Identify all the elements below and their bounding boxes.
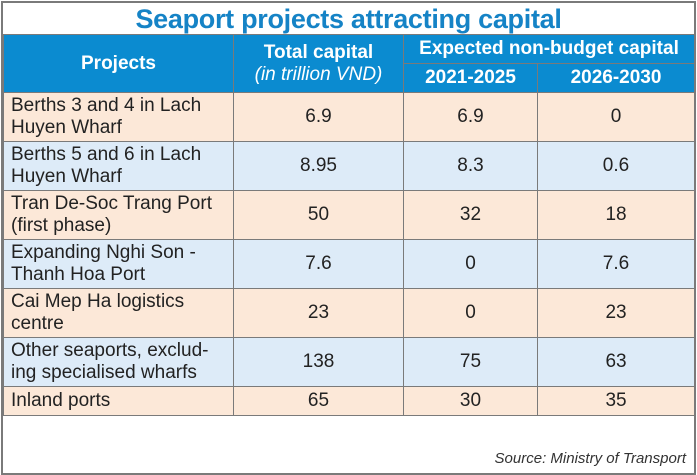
header-total-unit: (in trillion VND)	[254, 63, 383, 85]
capital-2026-2030-cell: 0	[536, 92, 696, 142]
total-capital-cell: 65	[233, 386, 404, 416]
total-capital-cell: 50	[233, 190, 404, 240]
header-non-budget: Expected non-budget capital	[402, 34, 696, 64]
capital-2026-2030-cell: 0.6	[536, 141, 696, 191]
table-row: Tran De-Soc Trang Port (first phase) 50 32…	[3, 190, 696, 240]
table-row: Berths 3 and 4 in Lach Huyen Wharf 6.9 6.9…	[3, 92, 696, 142]
project-name: Berths 3 and 4 in Lach Huyen Wharf	[3, 92, 234, 142]
total-capital-cell: 7.6	[233, 239, 404, 289]
capital-2026-2030-cell: 18	[536, 190, 696, 240]
capital-2021-2025-cell: 0	[403, 288, 538, 338]
capital-2026-2030-cell: 7.6	[536, 239, 696, 289]
capital-2021-2025-cell: 0	[403, 239, 538, 289]
project-name: Expanding Nghi Son - Thanh Hoa Port	[3, 239, 234, 289]
table-row: Cai Mep Ha logistics centre 23 0 23	[3, 288, 696, 338]
header-total-label: Total capital	[263, 41, 374, 63]
project-name: Inland ports	[3, 386, 234, 416]
header-2026-2030: 2026-2030	[536, 63, 696, 93]
header-total-capital: Total capital (in trillion VND)	[233, 34, 404, 93]
capital-2021-2025-cell: 32	[403, 190, 538, 240]
capital-2021-2025-cell: 8.3	[403, 141, 538, 191]
table-row: Berths 5 and 6 in Lach Huyen Wharf 8.95 8.…	[3, 141, 696, 191]
project-name: Cai Mep Ha logistics centre	[3, 288, 234, 338]
capital-2021-2025-cell: 75	[403, 337, 538, 387]
capital-2026-2030-cell: 35	[536, 386, 696, 416]
project-name: Tran De-Soc Trang Port (first phase)	[3, 190, 234, 240]
capital-2026-2030-cell: 23	[536, 288, 696, 338]
table-row: Other seaports, exclud-ing specialised w…	[3, 337, 696, 387]
project-name: Other seaports, exclud-ing specialised w…	[3, 337, 234, 387]
chart-title: Seaport projects attracting capital	[135, 4, 562, 34]
table-row: Expanding Nghi Son - Thanh Hoa Port 7.6 0 7…	[3, 239, 696, 289]
total-capital-cell: 8.95	[233, 141, 404, 191]
capital-2021-2025-cell: 6.9	[403, 92, 538, 142]
project-name: Berths 5 and 6 in Lach Huyen Wharf	[3, 141, 234, 191]
total-capital-cell: 23	[233, 288, 404, 338]
source-note: Source: Ministry of Transport	[494, 450, 686, 467]
capital-2021-2025-cell: 30	[403, 386, 538, 416]
total-capital-cell: 138	[233, 337, 404, 387]
total-capital-cell: 6.9	[233, 92, 404, 142]
header-2021-2025: 2021-2025	[403, 63, 538, 93]
capital-2026-2030-cell: 63	[536, 337, 696, 387]
capital-table: Projects Total capital (in trillion VND)…	[3, 34, 696, 416]
table-row: Inland ports 65 30 35	[3, 386, 696, 416]
header-projects: Projects	[3, 34, 234, 93]
